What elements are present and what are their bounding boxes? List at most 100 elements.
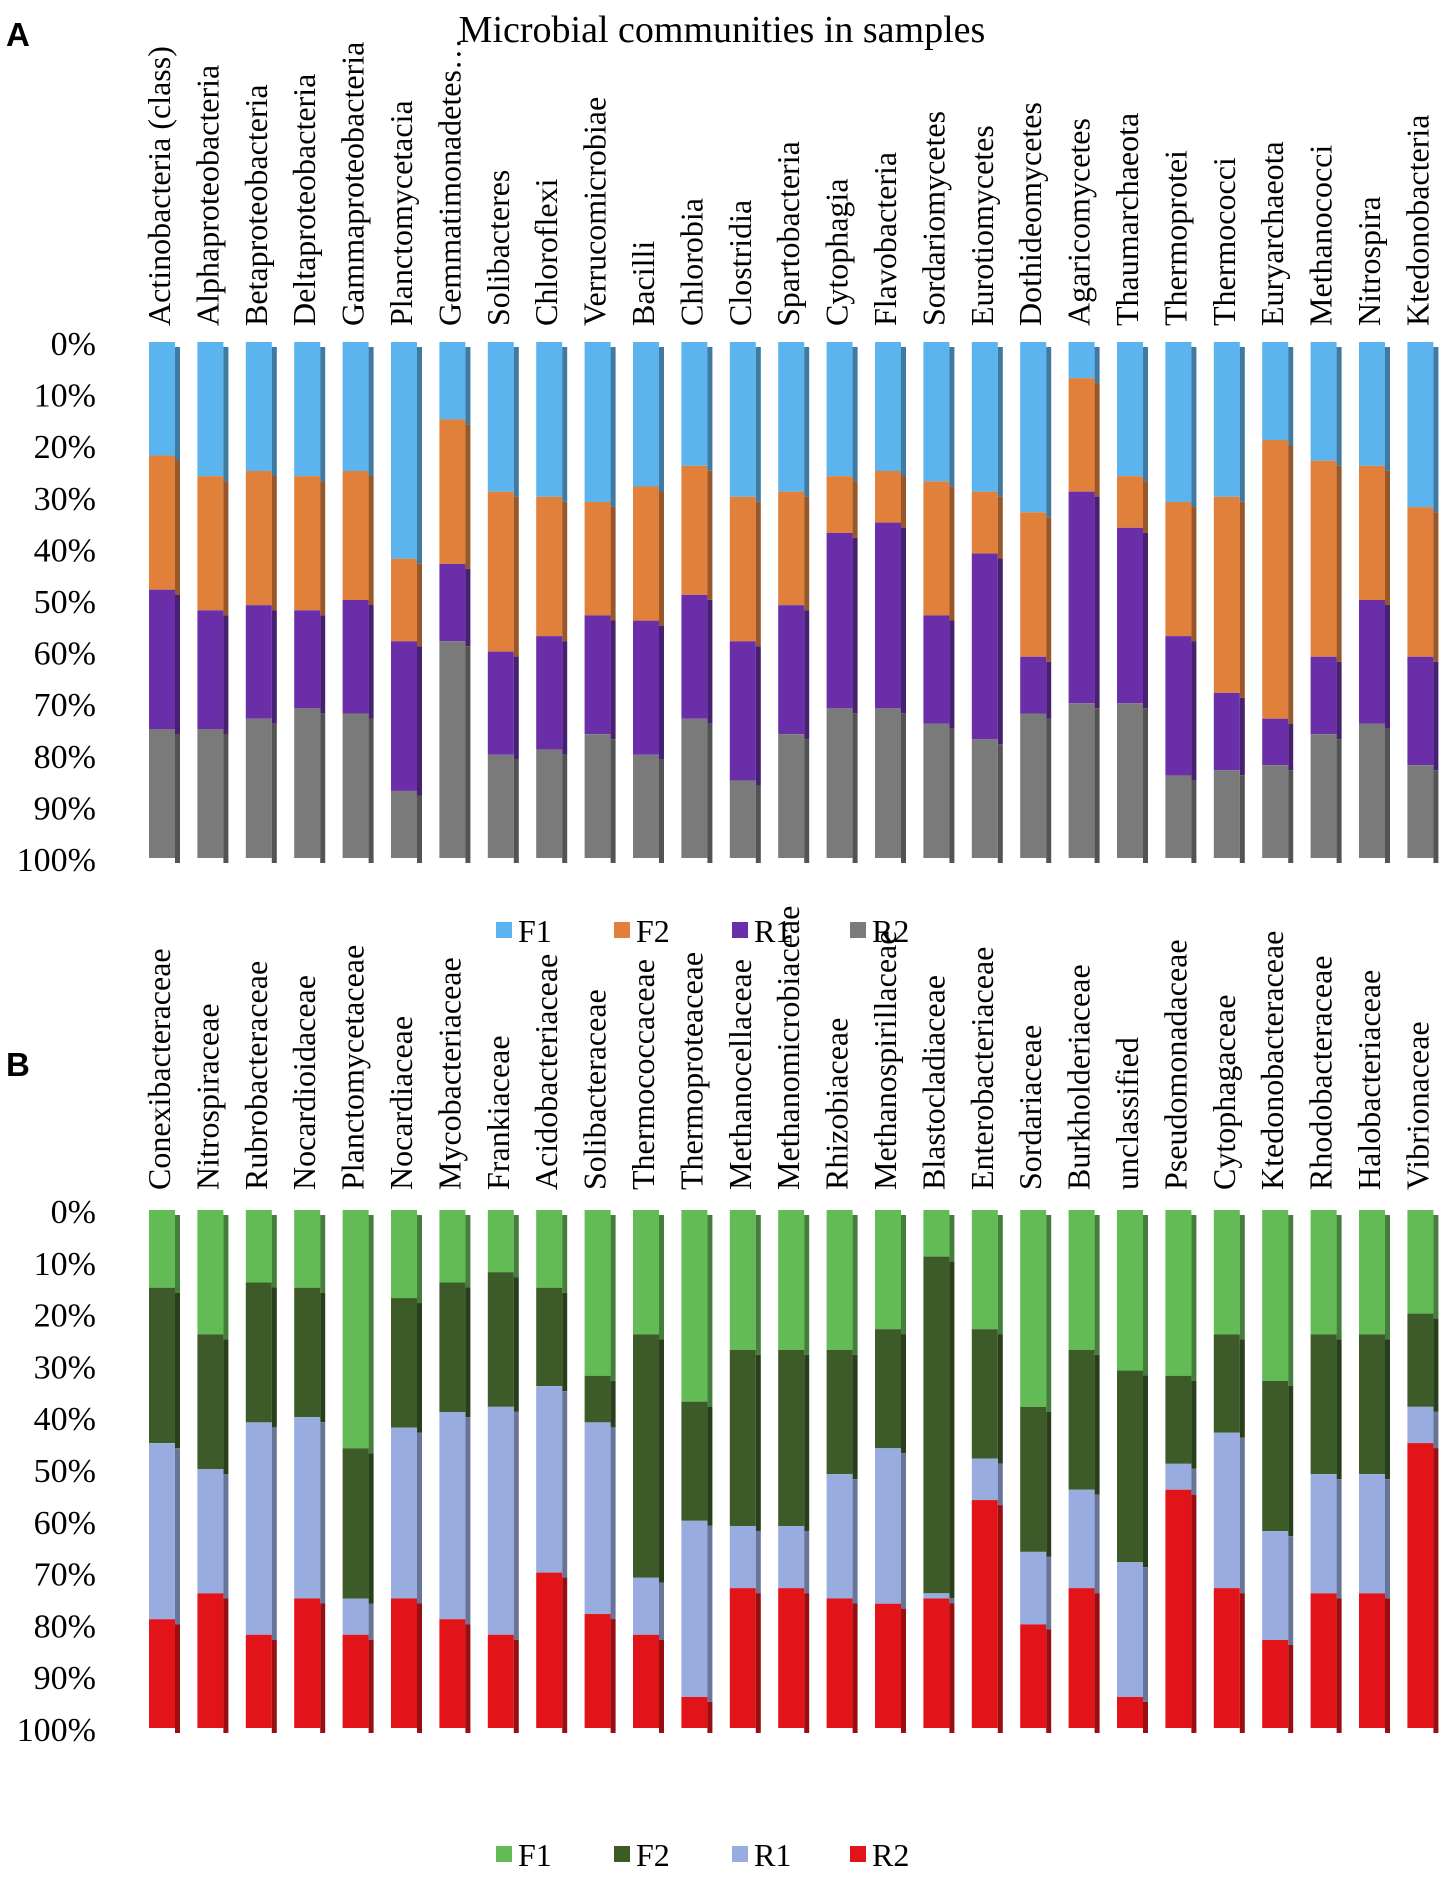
bar-segment-r1 xyxy=(681,594,708,719)
x-category-label: Cytophagaceae xyxy=(1206,995,1242,1190)
bar-segment-f1 xyxy=(1020,1210,1047,1407)
bar-segment-f2 xyxy=(1213,496,1240,693)
x-category-label: Vibrionaceae xyxy=(1399,1021,1435,1190)
x-category-label: Actinobacteria (class) xyxy=(141,46,177,326)
bar-segment-r2 xyxy=(778,734,805,858)
bar-segment-side xyxy=(1046,1556,1052,1630)
bar-segment-side xyxy=(175,347,180,461)
bar-segment-f2 xyxy=(439,419,466,564)
bar-segment-r2 xyxy=(342,713,369,858)
bar-segment-f1 xyxy=(923,342,950,482)
bar-segment-f2 xyxy=(681,465,708,595)
legend-label-r2: R2 xyxy=(872,1837,909,1873)
bar-segment-side xyxy=(852,481,858,538)
bar-segment-f1 xyxy=(681,1210,708,1402)
x-category-label: Alphaproteobacteria xyxy=(189,65,225,326)
bar-segment-side xyxy=(320,1422,326,1604)
bar-segment-r1 xyxy=(487,651,514,755)
bar-segment-r1 xyxy=(1020,1551,1047,1625)
bar-segment-side xyxy=(1143,1701,1148,1733)
bar-segment-r2 xyxy=(875,1603,901,1728)
bar-segment-side xyxy=(1336,1339,1342,1480)
bar-segment-side xyxy=(368,476,374,605)
y-tick-label: 40% xyxy=(34,1401,96,1438)
x-category-label: Burkholderiaceae xyxy=(1061,964,1097,1190)
bar-segment-side xyxy=(659,1339,664,1583)
bar-segment-side xyxy=(804,739,810,863)
bar-segment-side xyxy=(513,759,519,863)
x-category-label: Betaproteobacteria xyxy=(238,84,274,326)
bar-segment-side xyxy=(1288,1536,1294,1645)
bar-segment-f2 xyxy=(439,1282,466,1413)
bar-segment-f1 xyxy=(729,1210,756,1350)
bar-segment-r1 xyxy=(536,1386,563,1573)
bar-segment-side xyxy=(1288,723,1294,771)
x-category-label: Thermococcaceae xyxy=(625,959,661,1190)
bar-segment-side xyxy=(659,491,664,626)
bar-segment-r1 xyxy=(1407,656,1434,766)
legend-swatch-f1 xyxy=(496,922,512,938)
bar-segment-r1 xyxy=(1165,1463,1192,1490)
bar-segment-side xyxy=(1385,347,1390,471)
bar-segment-side xyxy=(223,1598,229,1733)
bar-segment-side xyxy=(1143,1567,1148,1702)
bar-segment-f1 xyxy=(197,1210,224,1335)
x-category-label: Rubrobacteraceae xyxy=(238,961,274,1190)
bar-segment-r1 xyxy=(729,1525,756,1589)
bar-segment-r1 xyxy=(584,1422,611,1615)
bar-segment-f2 xyxy=(487,1272,514,1407)
bar-segment-r1 xyxy=(1068,1489,1095,1589)
bar-segment-side xyxy=(1288,1385,1294,1537)
bar-segment-side xyxy=(901,713,906,863)
bar-segment-side xyxy=(997,744,1003,863)
bar-segment-side xyxy=(1239,1339,1245,1438)
bar-segment-f2 xyxy=(778,491,805,606)
bar-segment-r1 xyxy=(826,1474,853,1599)
y-tick-label: 0% xyxy=(51,326,96,363)
bar-segment-f2 xyxy=(197,476,224,611)
bar-segment-side xyxy=(513,1215,519,1278)
bar-segment-side xyxy=(417,646,422,796)
bar-segment-side xyxy=(175,1624,180,1733)
bar-segment-side xyxy=(271,347,277,476)
bar-segment-f2 xyxy=(923,1256,950,1594)
bar-segment-side xyxy=(368,718,374,863)
bar-segment-side xyxy=(707,347,713,471)
bar-segment-side xyxy=(368,1639,374,1733)
y-tick-label: 80% xyxy=(34,1608,96,1645)
bar-segment-side xyxy=(949,486,955,621)
bar-segment-side xyxy=(901,347,906,476)
bar-segment-side xyxy=(852,347,858,482)
bar-segment-side xyxy=(223,1474,229,1599)
bar-segment-r2 xyxy=(245,718,272,858)
x-category-label: Mycobacteriaceae xyxy=(431,957,467,1190)
bar-segment-side xyxy=(1239,775,1245,863)
bar-segment-f2 xyxy=(536,1287,563,1387)
bar-segment-side xyxy=(610,1619,616,1733)
bar-segment-r1 xyxy=(1359,600,1385,724)
bar-segment-r1 xyxy=(1068,491,1095,704)
bar-segment-r2 xyxy=(584,734,611,858)
bar-segment-side xyxy=(1143,1215,1148,1376)
bar-segment-r2 xyxy=(584,1614,611,1728)
bar-segment-side xyxy=(901,1608,906,1733)
bar-segment-r2 xyxy=(1213,770,1240,858)
bar-segment-f1 xyxy=(1020,342,1047,513)
bar-segment-side xyxy=(562,1577,568,1733)
bar-segment-side xyxy=(997,1505,1003,1733)
bar-segment-r1 xyxy=(1165,636,1192,776)
bar-segment-r2 xyxy=(1310,1593,1337,1728)
bar-segment-side xyxy=(1336,1598,1342,1733)
bar-segment-f1 xyxy=(875,1210,901,1330)
bar-segment-side xyxy=(271,610,277,724)
bar-segment-r2 xyxy=(1310,734,1337,858)
bar-segment-r2 xyxy=(971,739,998,858)
bar-segment-side xyxy=(804,610,810,740)
bar-segment-f2 xyxy=(584,1375,611,1423)
bar-segment-side xyxy=(1239,697,1245,776)
bar-segment-f2 xyxy=(487,491,514,652)
bar-segment-side xyxy=(465,347,471,425)
bar-segment-side xyxy=(417,1303,422,1433)
bar-segment-side xyxy=(1239,501,1245,698)
bar-segment-f1 xyxy=(826,342,853,477)
